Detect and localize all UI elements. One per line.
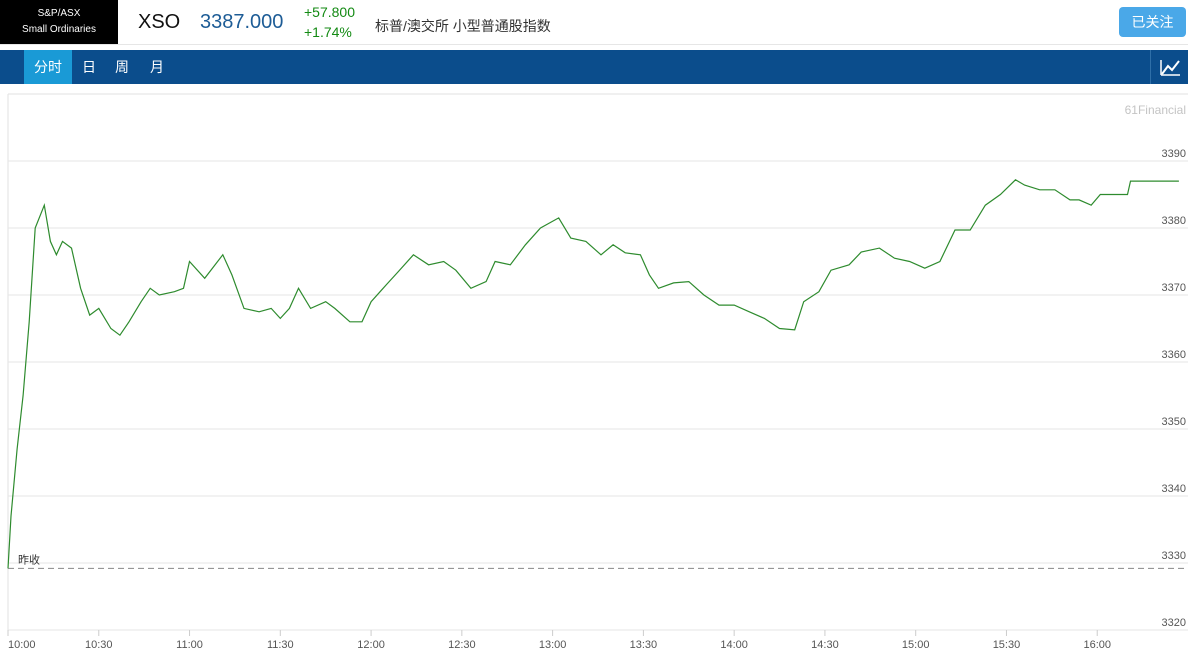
- change-percent: +1.74%: [304, 24, 352, 40]
- x-tick-label: 15:00: [902, 639, 930, 651]
- y-tick-label: 3320: [1162, 617, 1186, 629]
- tab[interactable]: 分时: [24, 50, 72, 84]
- follow-button[interactable]: 已关注: [1119, 7, 1186, 37]
- y-tick-label: 3370: [1162, 282, 1186, 294]
- logo-line: Small Ordinaries: [22, 24, 96, 35]
- prev-close-label: 昨收: [18, 552, 40, 566]
- x-tick-label: 16:00: [1083, 639, 1111, 651]
- change: +57.800: [304, 4, 355, 20]
- tab[interactable]: 月: [150, 59, 164, 75]
- x-tick-label: 11:30: [267, 639, 294, 651]
- icon-line: [1161, 60, 1180, 75]
- y-tick-label: 3330: [1162, 550, 1186, 562]
- x-tick-label: 13:30: [630, 639, 658, 651]
- header-bar: S&P/ASX Small Ordinaries XSO 3387.000 +5…: [0, 0, 1188, 45]
- chart-type-icon[interactable]: [1150, 50, 1188, 84]
- y-tick-label: 3340: [1162, 483, 1186, 495]
- x-tick-label: 14:00: [720, 639, 748, 651]
- x-tick-label: 14:30: [811, 639, 839, 651]
- tab[interactable]: 周: [115, 59, 129, 75]
- y-tick-label: 3350: [1162, 416, 1186, 428]
- price-line: [7, 179, 1179, 569]
- x-tick-label: 15:30: [993, 639, 1021, 651]
- watermark: 61Financial: [1125, 103, 1186, 117]
- x-tick-label: 12:00: [357, 639, 385, 651]
- x-tick-label: 11:00: [176, 639, 203, 651]
- y-tick-label: 3360: [1162, 349, 1186, 361]
- tab[interactable]: 日: [82, 59, 96, 75]
- y-tick-label: 3390: [1162, 148, 1186, 160]
- description: 标普/澳交所 小型普通股指数: [375, 18, 551, 34]
- y-tick-label: 3380: [1162, 215, 1186, 227]
- symbol: XSO: [138, 11, 181, 33]
- x-tick-label: 10:30: [85, 639, 113, 651]
- tab-bar: 分时 日 周 月: [0, 50, 1188, 84]
- index-logo: S&P/ASX Small Ordinaries: [0, 0, 118, 44]
- x-tick-label: 13:00: [539, 639, 567, 651]
- x-tick-label: 10:00: [8, 639, 36, 651]
- logo-line: S&P/ASX: [37, 8, 81, 19]
- x-tick-label: 12:30: [448, 639, 476, 651]
- price: 3387.000: [200, 11, 284, 33]
